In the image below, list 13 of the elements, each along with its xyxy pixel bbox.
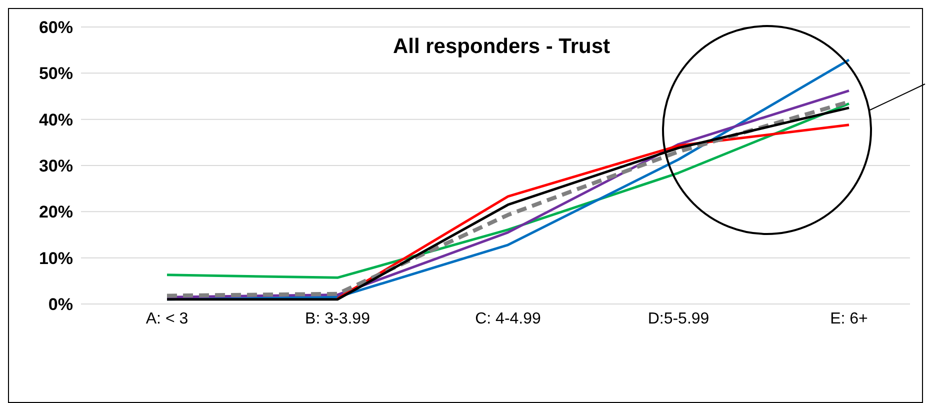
x-tick-label: D:5-5.99 bbox=[648, 310, 710, 328]
x-tick-label: E: 6+ bbox=[830, 310, 868, 328]
x-tick-label: A: < 3 bbox=[146, 310, 188, 328]
y-tick-label: 10% bbox=[38, 248, 73, 268]
x-tick-label: C: 4-4.99 bbox=[475, 310, 542, 328]
chart-title: All responders - Trust bbox=[392, 35, 610, 58]
y-tick-label: 60% bbox=[38, 18, 73, 38]
y-tick-label: 30% bbox=[38, 156, 73, 176]
y-tick-label: 20% bbox=[38, 202, 73, 222]
y-tick-label: 50% bbox=[38, 64, 73, 84]
x-tick-label: B: 3-3.99 bbox=[305, 310, 370, 328]
y-tick-label: 0% bbox=[48, 295, 73, 314]
y-tick-label: 40% bbox=[38, 110, 73, 130]
